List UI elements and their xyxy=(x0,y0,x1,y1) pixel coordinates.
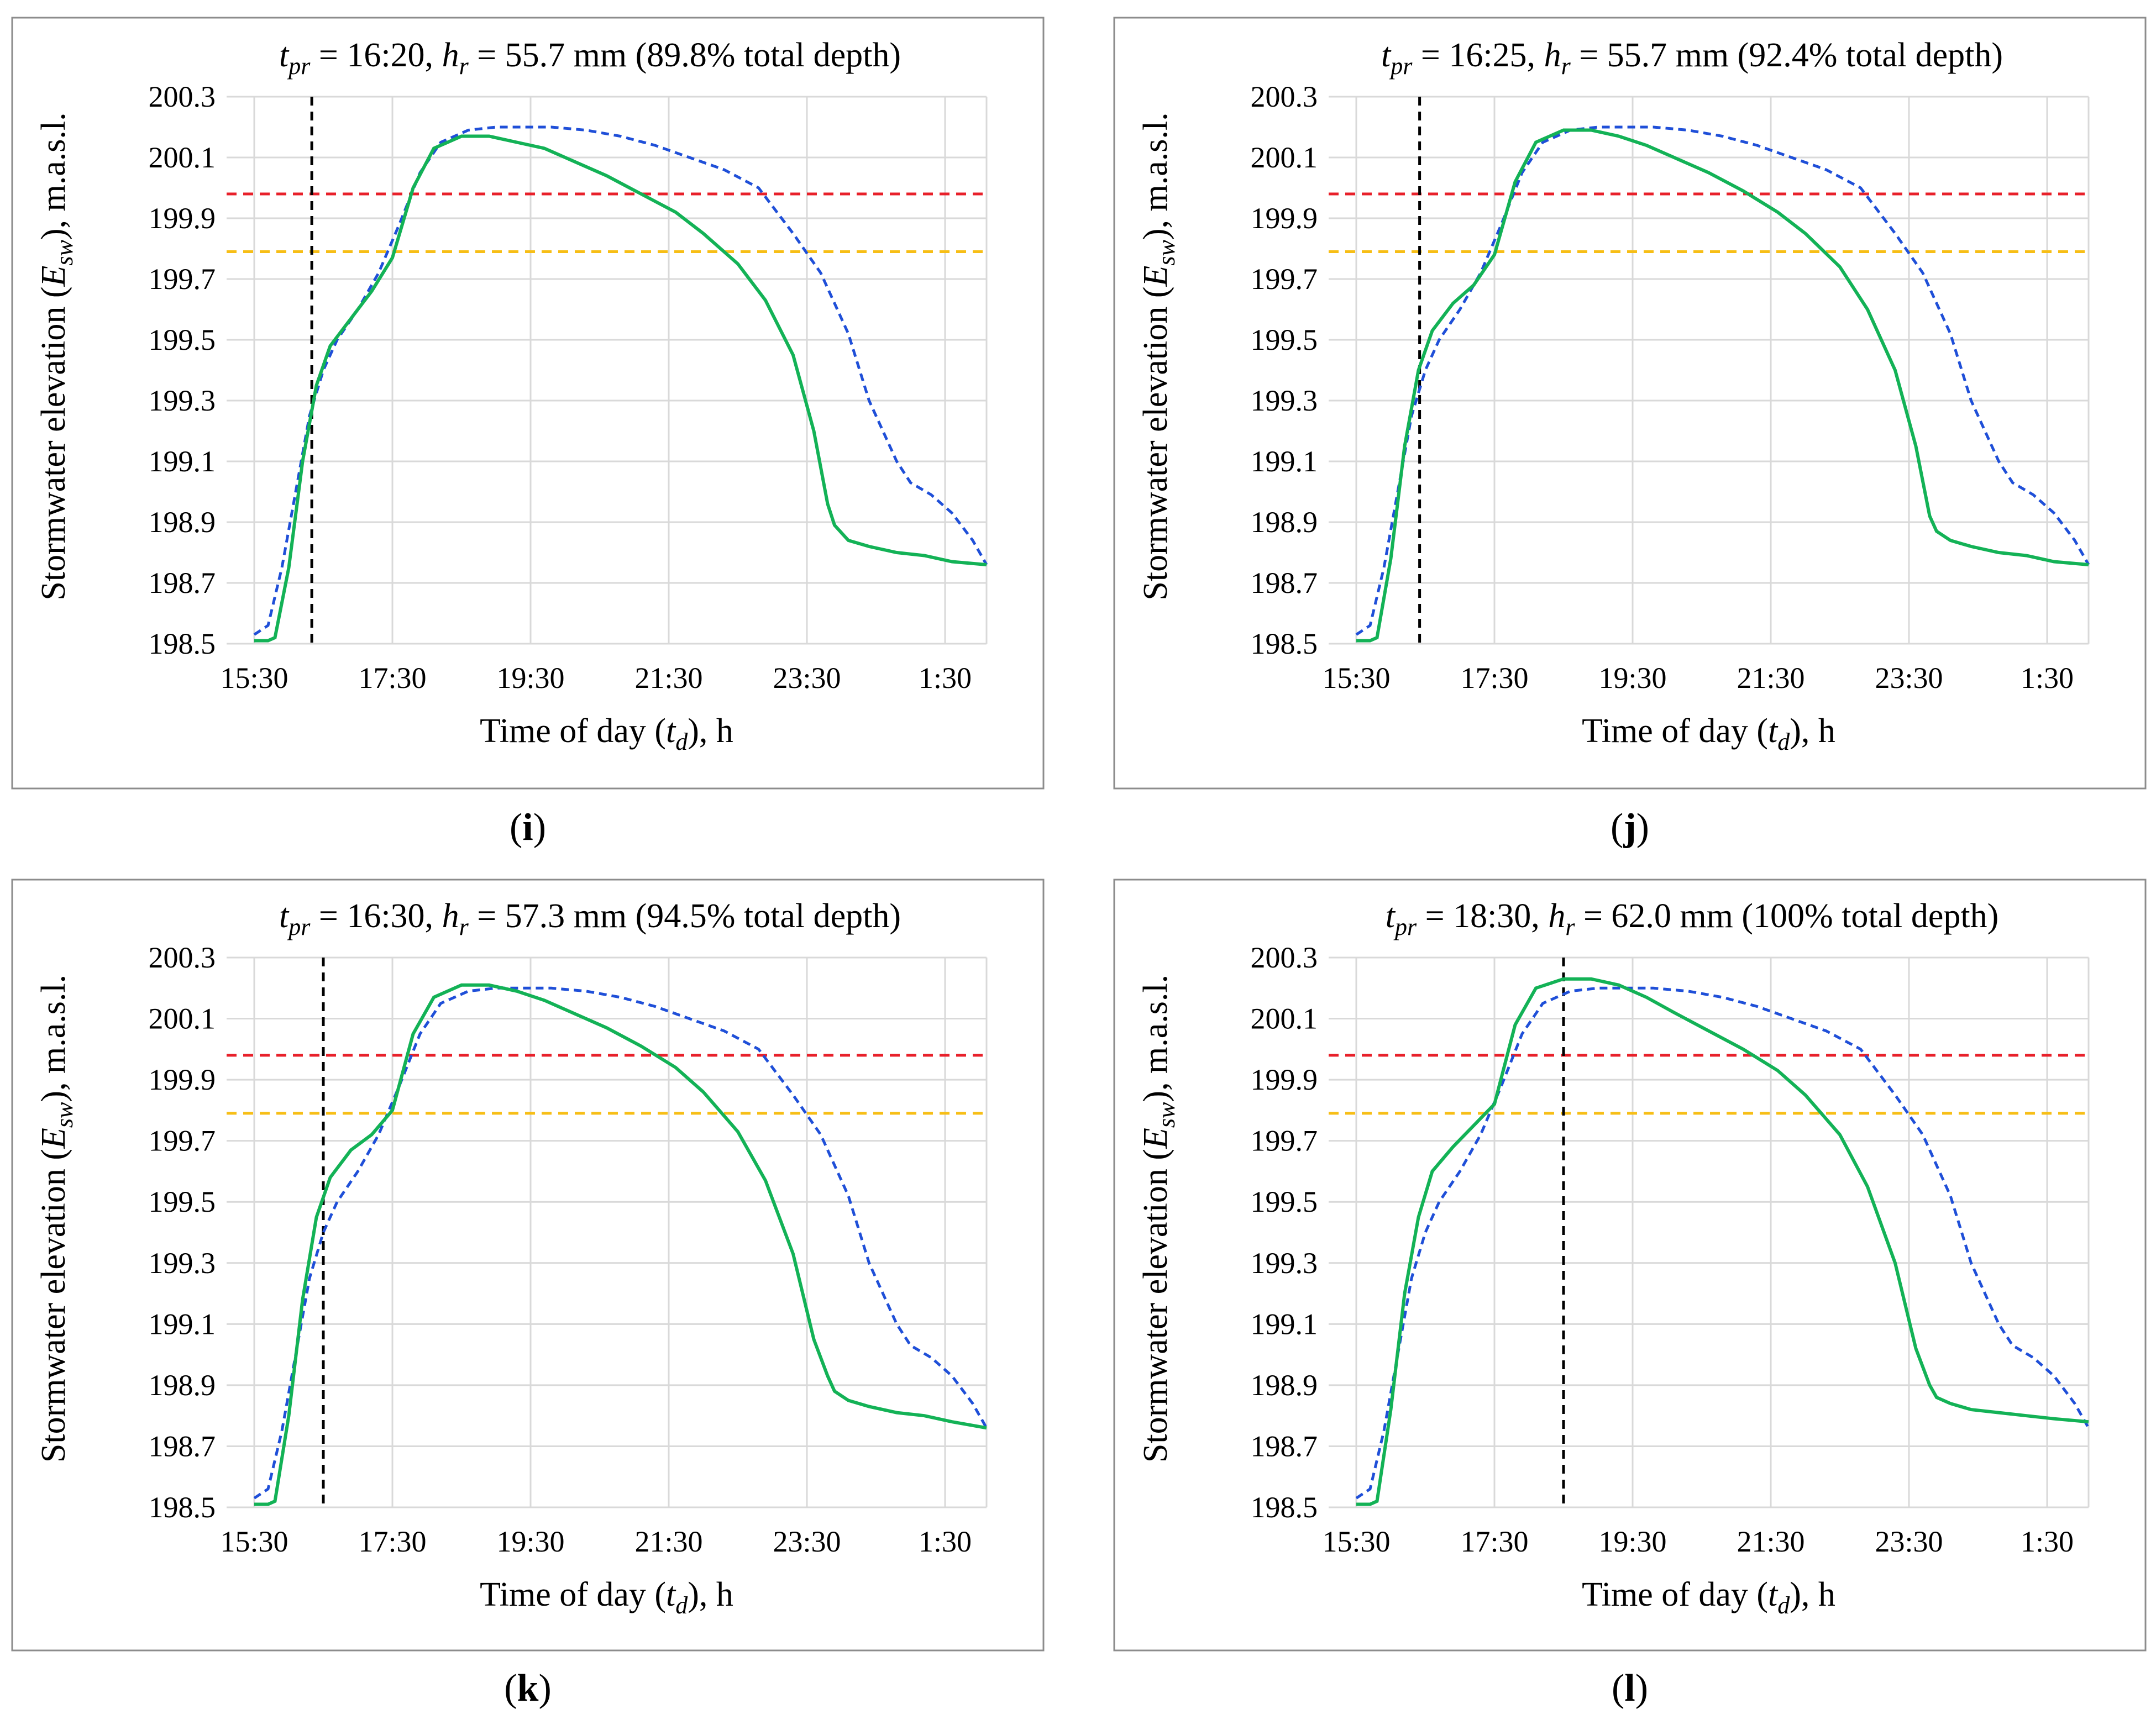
chart-title: tpr = 16:25, hr = 55.7 mm (92.4% total d… xyxy=(1381,36,2003,80)
series-line-simulated xyxy=(1356,977,2089,1506)
panel-caption: (k) xyxy=(504,1667,552,1710)
y-tick-label: 198.9 xyxy=(1251,1369,1318,1402)
chart-title: tpr = 16:30, hr = 57.3 mm (94.5% total d… xyxy=(279,897,901,940)
chart-panel-j: 200.3 200.1 199.9 199.7 199.5 199.3 199.1 198.9… xyxy=(1113,17,2147,849)
y-tick-label: 198.9 xyxy=(149,1369,216,1402)
y-axis-label: Stormwater elevation (Esw), m.a.s.l. xyxy=(35,112,78,600)
x-tick-label: 1:30 xyxy=(2021,661,2074,695)
chart-panel-i: 200.3 200.1 199.9 199.7 199.5 199.3 199.1 198.9… xyxy=(11,17,1045,849)
series-line-simulated xyxy=(1356,128,2089,643)
x-tick-label: 1:30 xyxy=(2021,1525,2074,1558)
series-line-observed xyxy=(1355,986,2090,1500)
x-axis-label: Time of day (td), h xyxy=(480,1576,733,1619)
y-tick-label: 199.3 xyxy=(1251,384,1318,417)
panel-frame xyxy=(1113,879,2147,1652)
y-tick-label: 199.7 xyxy=(1251,1124,1318,1158)
chart-panel-l: 200.3 200.1 199.9 199.7 199.5 199.3 199.1 198.9… xyxy=(1113,879,2147,1710)
y-tick-label: 198.5 xyxy=(1251,1491,1318,1524)
y-tick-label: 199.3 xyxy=(149,1247,216,1280)
x-tick-label: 21:30 xyxy=(634,661,702,695)
series-line-observed xyxy=(253,986,988,1500)
x-axis-label: Time of day (td), h xyxy=(1582,712,1835,755)
x-tick-label: 23:30 xyxy=(1875,1525,1943,1558)
x-tick-label: 15:30 xyxy=(1322,661,1390,695)
x-tick-label: 17:30 xyxy=(1460,661,1528,695)
y-tick-label: 198.5 xyxy=(149,1491,216,1524)
y-axis-label: Stormwater elevation (Esw), m.a.s.l. xyxy=(1137,975,1180,1463)
y-tick-label: 199.9 xyxy=(1251,202,1318,235)
x-axis-label: Time of day (td), h xyxy=(480,712,733,755)
panel-frame xyxy=(11,879,1045,1652)
y-tick-label: 200.3 xyxy=(149,941,216,974)
y-tick-label: 198.7 xyxy=(149,1429,216,1463)
y-tick-label: 199.5 xyxy=(149,1185,216,1218)
x-tick-label: 17:30 xyxy=(358,1525,426,1558)
y-tick-label: 199.1 xyxy=(1251,445,1318,478)
y-tick-label: 198.7 xyxy=(1251,566,1318,600)
panel-caption: (i) xyxy=(510,806,546,849)
x-tick-label: 21:30 xyxy=(634,1525,702,1558)
x-tick-label: 17:30 xyxy=(358,661,426,695)
y-tick-label: 200.3 xyxy=(1251,941,1318,974)
x-tick-label: 19:30 xyxy=(1598,661,1666,695)
x-tick-label: 19:30 xyxy=(496,661,564,695)
y-tick-label: 198.9 xyxy=(1251,506,1318,539)
y-tick-label: 199.1 xyxy=(149,1307,216,1340)
y-tick-label: 199.3 xyxy=(1251,1247,1318,1280)
y-tick-label: 198.9 xyxy=(149,506,216,539)
chart-title: tpr = 16:20, hr = 55.7 mm (89.8% total d… xyxy=(279,36,901,80)
y-axis-label: Stormwater elevation (Esw), m.a.s.l. xyxy=(1137,112,1180,600)
series-line-simulated xyxy=(254,134,987,643)
x-tick-label: 23:30 xyxy=(773,661,841,695)
y-tick-label: 199.9 xyxy=(149,1063,216,1096)
y-tick-label: 199.3 xyxy=(149,384,216,417)
y-tick-label: 198.5 xyxy=(1251,627,1318,660)
y-tick-label: 200.1 xyxy=(1251,1002,1318,1035)
x-tick-label: 15:30 xyxy=(1322,1525,1390,1558)
y-tick-label: 199.7 xyxy=(1251,262,1318,296)
y-tick-label: 200.3 xyxy=(1251,80,1318,113)
x-tick-label: 15:30 xyxy=(220,661,288,695)
y-tick-label: 199.5 xyxy=(149,323,216,356)
y-tick-label: 199.9 xyxy=(149,202,216,235)
x-tick-label: 17:30 xyxy=(1460,1525,1528,1558)
chart-title: tpr = 18:30, hr = 62.0 mm (100% total de… xyxy=(1386,897,1998,940)
y-tick-label: 199.5 xyxy=(1251,1185,1318,1218)
y-tick-label: 200.1 xyxy=(149,141,216,174)
y-tick-label: 200.1 xyxy=(1251,141,1318,174)
x-tick-label: 15:30 xyxy=(220,1525,288,1558)
x-axis-label: Time of day (td), h xyxy=(1582,1576,1835,1619)
y-axis-label: Stormwater elevation (Esw), m.a.s.l. xyxy=(35,975,78,1463)
y-tick-label: 199.7 xyxy=(149,262,216,296)
series-line-simulated xyxy=(254,983,987,1506)
x-tick-label: 21:30 xyxy=(1737,661,1804,695)
series-line-observed xyxy=(253,125,988,636)
y-tick-label: 199.5 xyxy=(1251,323,1318,356)
x-tick-label: 23:30 xyxy=(773,1525,841,1558)
panel-caption: (l) xyxy=(1612,1667,1648,1710)
x-tick-label: 21:30 xyxy=(1737,1525,1804,1558)
y-tick-label: 200.3 xyxy=(149,80,216,113)
y-tick-label: 199.1 xyxy=(149,445,216,478)
x-tick-label: 1:30 xyxy=(919,661,972,695)
x-tick-label: 19:30 xyxy=(496,1525,564,1558)
y-tick-label: 200.1 xyxy=(149,1002,216,1035)
y-tick-label: 199.9 xyxy=(1251,1063,1318,1096)
series-line-observed xyxy=(1355,125,2090,636)
y-tick-label: 198.5 xyxy=(149,627,216,660)
y-tick-label: 198.7 xyxy=(149,566,216,600)
x-tick-label: 1:30 xyxy=(919,1525,972,1558)
chart-panel-k: 200.3 200.1 199.9 199.7 199.5 199.3 199.1 198.9… xyxy=(11,879,1045,1710)
x-tick-label: 19:30 xyxy=(1598,1525,1666,1558)
y-tick-label: 198.7 xyxy=(1251,1429,1318,1463)
x-tick-label: 23:30 xyxy=(1875,661,1943,695)
panel-caption: (j) xyxy=(1611,806,1649,849)
y-tick-label: 199.1 xyxy=(1251,1307,1318,1340)
y-tick-label: 199.7 xyxy=(149,1124,216,1158)
